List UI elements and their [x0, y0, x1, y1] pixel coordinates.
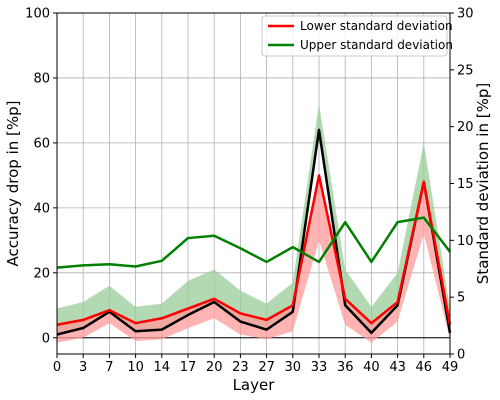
legend: Lower standard deviation Upper standard …: [261, 15, 453, 57]
right-y-tick-label: 5: [457, 291, 465, 306]
x-tick-label: 20: [206, 360, 223, 375]
mean-accuracy-drop-line: [56, 128, 452, 336]
upper-std-line: [56, 216, 451, 269]
x-axis-label: Layer: [233, 376, 276, 394]
left-y-tick-label: 40: [33, 201, 50, 216]
right-y-tick-label: 30: [457, 7, 474, 22]
legend-label-lower: Lower standard deviation: [300, 19, 453, 33]
x-tick-label: 33: [311, 360, 328, 375]
x-tick-label: 36: [337, 360, 354, 375]
x-tick-label: 3: [79, 360, 87, 375]
x-tick-label: 43: [389, 360, 406, 375]
left-y-tick-label: 20: [33, 266, 50, 281]
x-tick-label: 7: [105, 360, 113, 375]
x-tick-label: 49: [442, 360, 459, 375]
line-layer: [56, 128, 452, 336]
right-y-tick-label: 0: [457, 348, 465, 363]
left-y-tick-label: 60: [33, 136, 50, 151]
x-tick-label: 10: [127, 360, 144, 375]
x-tick-label: 14: [154, 360, 171, 375]
right-y-tick-label: 25: [457, 63, 474, 78]
left-y-tick-label: 100: [25, 7, 50, 22]
lower-std-band: [57, 175, 450, 343]
x-tick-label: 40: [363, 360, 380, 375]
tick-layer: 0 3 7 10 14 17 20 23 27 30 33 36 40 43 46 4902040608010…: [25, 7, 473, 376]
right-y-axis-label: Standard deviation in [%p]: [474, 83, 492, 284]
legend-box: [261, 15, 448, 57]
right-y-tick-label: 20: [457, 120, 474, 135]
right-y-tick-label: 15: [457, 177, 474, 192]
upper-std-band: [57, 103, 450, 335]
x-tick-label: 0: [53, 360, 61, 375]
left-y-tick-label: 80: [33, 71, 50, 86]
band-layer: [57, 103, 450, 343]
left-y-tick-label: 0: [42, 331, 50, 346]
x-tick-label: 30: [285, 360, 302, 375]
left-y-axis-label: Accuracy drop in [%p]: [4, 101, 22, 267]
right-y-tick-label: 10: [457, 234, 474, 249]
x-tick-label: 46: [416, 360, 433, 375]
x-tick-label: 27: [258, 360, 275, 375]
lower-std-line: [56, 174, 452, 326]
legend-label-upper: Upper standard deviation: [300, 38, 453, 52]
x-tick-label: 17: [180, 360, 197, 375]
x-tick-label: 23: [232, 360, 249, 375]
